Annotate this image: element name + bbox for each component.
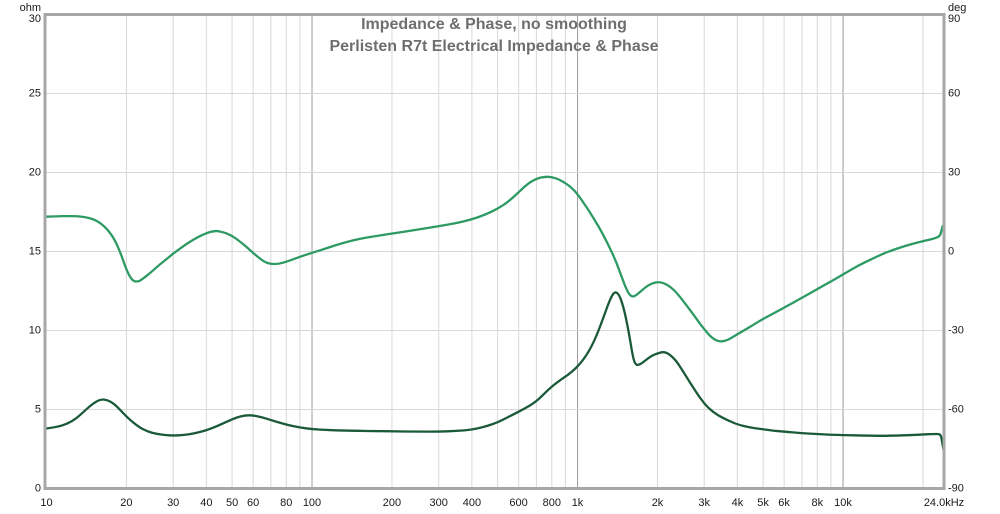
plot-border xyxy=(43,13,946,490)
x-tick-label: 600 xyxy=(509,497,527,509)
chart-subtitle: Perlisten R7t Electrical Impedance & Pha… xyxy=(329,38,658,55)
x-tick-label: 200 xyxy=(383,497,401,509)
y-left-tick-label: 0 xyxy=(35,482,41,494)
y-right-tick-label: -30 xyxy=(948,324,964,336)
x-tick-label: 40 xyxy=(200,497,212,509)
x-tick-label: 24.0kHz xyxy=(924,497,964,509)
x-tick-label: 5k xyxy=(757,497,769,509)
x-tick-label: 400 xyxy=(463,497,481,509)
x-tick-label: 8k xyxy=(811,497,823,509)
y-left-tick-label: 15 xyxy=(29,245,41,257)
x-tick-label: 300 xyxy=(430,497,448,509)
axis-tick-labels: 10 20 30 40 50 60 80 100 200 300 400 600 800 1k 2k 3k 4k… xyxy=(29,13,964,509)
x-tick-label: 10 xyxy=(40,497,52,509)
x-tick-label: 1k xyxy=(572,497,584,509)
right-axis-unit: deg xyxy=(948,2,966,14)
curves xyxy=(45,175,946,455)
x-tick-label: 20 xyxy=(120,497,132,509)
x-tick-label: 800 xyxy=(543,497,561,509)
x-tick-label: 6k xyxy=(778,497,790,509)
y-right-tick-label: -90 xyxy=(948,482,964,494)
y-right-tick-label: 0 xyxy=(948,245,954,257)
x-tick-label: 10k xyxy=(834,497,852,509)
y-right-tick-label: 30 xyxy=(948,166,960,178)
x-tick-label: 30 xyxy=(167,497,179,509)
chart-title: Impedance & Phase, no smoothing xyxy=(361,16,627,33)
y-right-tick-label: -60 xyxy=(948,403,964,415)
x-tick-label: 100 xyxy=(303,497,321,509)
x-tick-label: 80 xyxy=(280,497,292,509)
y-right-tick-label: 90 xyxy=(948,13,960,25)
y-right-tick-label: 60 xyxy=(948,87,960,99)
x-tick-label: 60 xyxy=(247,497,259,509)
y-left-tick-label: 10 xyxy=(29,324,41,336)
phase-curve xyxy=(45,175,946,343)
y-left-tick-label: 25 xyxy=(29,87,41,99)
x-tick-label: 2k xyxy=(652,497,664,509)
y-left-tick-label: 5 xyxy=(35,403,41,415)
left-axis-unit: ohm xyxy=(20,2,41,14)
gridlines xyxy=(46,14,944,489)
y-left-tick-label: 20 xyxy=(29,166,41,178)
x-tick-label: 4k xyxy=(732,497,744,509)
impedance-curve xyxy=(45,291,946,455)
x-tick-label: 50 xyxy=(226,497,238,509)
y-left-tick-label: 30 xyxy=(29,13,41,25)
x-tick-label: 3k xyxy=(698,497,710,509)
